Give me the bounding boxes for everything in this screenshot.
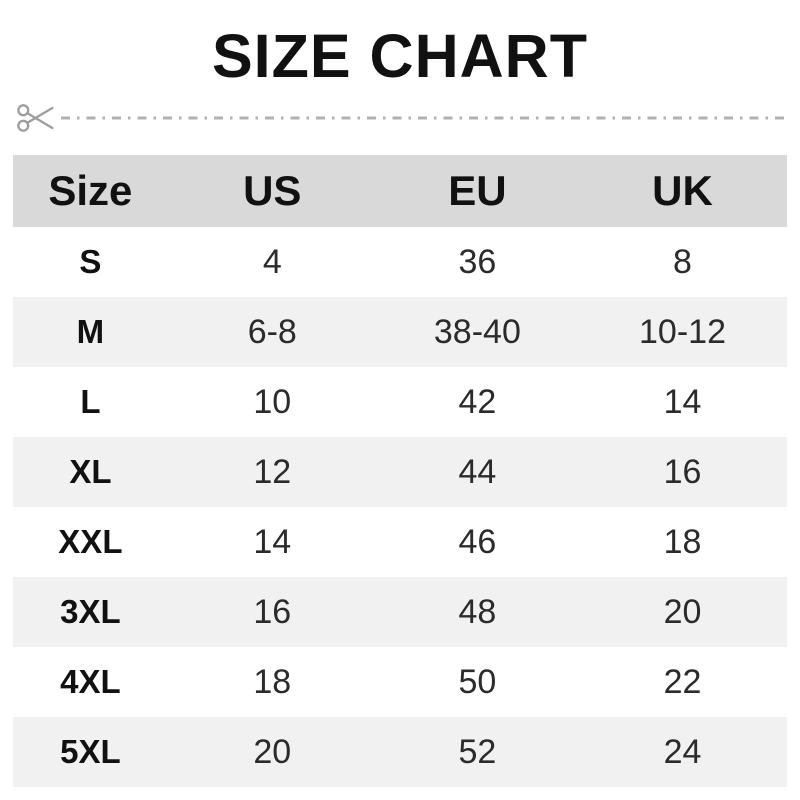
table-row: 4XL 18 50 22 (13, 647, 787, 717)
cell-value: 18 (253, 662, 292, 701)
table-row: 3XL 16 48 20 (13, 577, 787, 648)
header-cell-us: US (167, 155, 377, 228)
cell-size-label: S (79, 243, 102, 281)
cell-size-label: XL (69, 453, 112, 491)
header-row: Size US EU UK (13, 155, 787, 228)
cell-value: 48 (458, 592, 497, 631)
cell-value: 16 (253, 592, 292, 631)
cell-size-label: 4XL (60, 663, 121, 701)
header-cell-uk: UK (578, 155, 787, 228)
scissors-icon (17, 104, 54, 132)
cell-value: 16 (663, 452, 702, 491)
cell-value: 46 (458, 522, 497, 561)
size-table-header: Size US EU UK (13, 155, 787, 228)
table-row: L 10 42 14 (13, 367, 787, 437)
table-row: 5XL 20 52 24 (13, 717, 787, 788)
table-row: M 6-8 38-40 10-12 (13, 297, 787, 368)
cell-value: 50 (458, 662, 497, 701)
cell-value: 10 (253, 382, 292, 421)
cell-value: 4 (262, 242, 282, 281)
table-row: XL 12 44 16 (13, 437, 787, 508)
cell-value: 6-8 (247, 312, 297, 351)
size-table-body: S 4 36 8 M 6-8 38-40 10-12 L 10 42 14 XL 12 44 16 XXL 14 4… (13, 227, 787, 788)
cell-value: 24 (663, 732, 702, 771)
cell-value: 14 (663, 382, 702, 421)
cell-value: 14 (253, 522, 292, 561)
cell-size-label: 5XL (60, 733, 121, 771)
cell-value: 20 (253, 732, 292, 771)
cell-value: 10-12 (639, 312, 726, 351)
size-table: Size US EU UK S 4 36 8 M 6-8 38-40 10-12 L 10 42 14… (13, 155, 787, 788)
cell-value: 38-40 (433, 312, 521, 351)
header-cell-size: Size (13, 155, 168, 228)
size-chart-page: SIZE CHART Size US EU UK S 4 36 8 M 6-8 38-40 1… (0, 24, 800, 800)
cell-value: 22 (663, 662, 702, 701)
cell-size-label: M (76, 313, 105, 351)
table-row: S 4 36 8 (13, 227, 787, 297)
cell-size-label: XXL (58, 523, 123, 561)
cell-value: 42 (458, 382, 497, 421)
dash-dot-line (61, 116, 784, 120)
cell-value: 12 (253, 452, 292, 491)
cell-value: 18 (663, 522, 702, 561)
cell-value: 8 (673, 242, 692, 281)
cell-size-label: L (80, 383, 101, 421)
cell-value: 52 (458, 732, 497, 771)
header-cell-eu: EU (376, 155, 578, 228)
cell-value: 20 (663, 592, 702, 631)
cell-value: 44 (458, 452, 497, 491)
page-title: SIZE CHART (212, 22, 588, 90)
cut-line-divider (16, 98, 784, 138)
cell-value: 36 (458, 242, 497, 281)
cell-size-label: 3XL (60, 593, 121, 631)
table-row: XXL 14 46 18 (13, 507, 787, 577)
